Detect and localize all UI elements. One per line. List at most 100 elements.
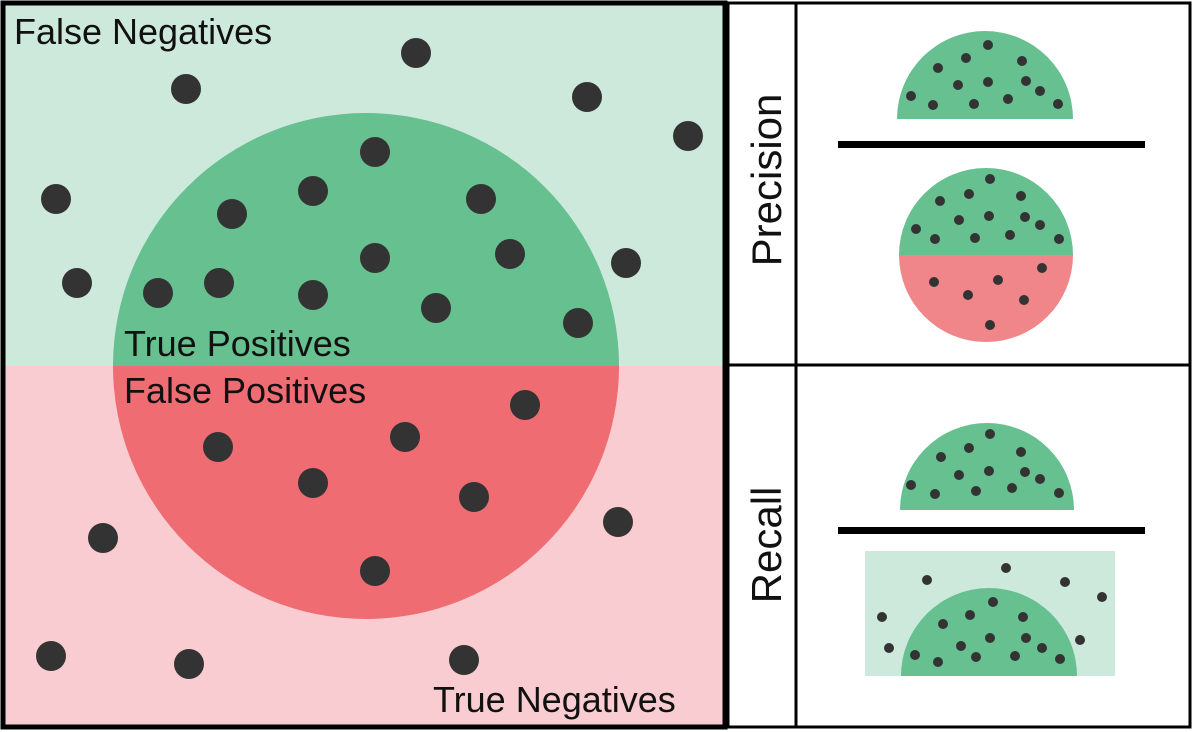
data-point-dot xyxy=(1055,654,1065,664)
data-point-dot xyxy=(1016,447,1026,457)
data-point-dot xyxy=(1001,563,1011,573)
data-point-dot xyxy=(611,248,641,278)
data-point-dot xyxy=(906,91,916,101)
main-dots xyxy=(36,38,703,679)
data-point-dot xyxy=(1010,651,1020,661)
data-point-dot xyxy=(953,80,963,90)
data-point-dot xyxy=(984,466,994,476)
false-positives-label: False Positives xyxy=(124,370,366,411)
data-point-dot xyxy=(985,429,995,439)
false-positive-half xyxy=(113,366,619,619)
false-negatives-label: False Negatives xyxy=(14,11,272,52)
data-point-dot xyxy=(929,277,939,287)
data-point-dot xyxy=(36,641,66,671)
precision-denominator-true-positives xyxy=(899,168,1073,255)
data-point-dot xyxy=(495,239,525,269)
precision-numerator-dots xyxy=(906,40,1063,110)
data-point-dot xyxy=(1021,76,1031,86)
precision-numerator-half-disc xyxy=(897,31,1073,119)
data-point-dot xyxy=(985,174,995,184)
true-positive-half xyxy=(113,113,619,366)
precision-denominator-false-positives xyxy=(899,255,1073,342)
data-point-dot xyxy=(970,233,980,243)
data-point-dot xyxy=(1075,635,1085,645)
data-point-dot xyxy=(933,657,943,667)
main-panel: False Negatives True Positives False Pos… xyxy=(3,3,725,727)
data-point-dot xyxy=(1037,643,1047,653)
data-point-dot xyxy=(1060,577,1070,587)
data-point-dot xyxy=(572,82,602,112)
precision-denominator-dots xyxy=(911,174,1064,330)
data-point-dot xyxy=(938,619,948,629)
data-point-dot xyxy=(884,643,894,653)
data-point-dot xyxy=(466,184,496,214)
data-point-dot xyxy=(360,137,390,167)
data-point-dot xyxy=(1007,483,1017,493)
recall-denominator-dots xyxy=(877,563,1107,667)
data-point-dot xyxy=(1005,230,1015,240)
data-point-dot xyxy=(421,293,451,323)
data-point-dot xyxy=(88,523,118,553)
data-point-dot xyxy=(935,196,945,206)
data-point-dot xyxy=(401,38,431,68)
data-point-dot xyxy=(1019,295,1029,305)
data-point-dot xyxy=(390,422,420,452)
precision-label: Precision xyxy=(743,94,790,267)
data-point-dot xyxy=(1097,592,1107,602)
data-point-dot xyxy=(911,224,921,234)
data-point-dot xyxy=(936,452,946,462)
data-point-dot xyxy=(1037,263,1047,273)
data-point-dot xyxy=(217,199,247,229)
data-point-dot xyxy=(969,99,979,109)
data-point-dot xyxy=(964,189,974,199)
data-point-dot xyxy=(983,77,993,87)
data-point-dot xyxy=(1053,99,1063,109)
data-point-dot xyxy=(910,650,920,660)
data-point-dot xyxy=(1054,488,1064,498)
data-point-dot xyxy=(62,268,92,298)
data-point-dot xyxy=(988,597,998,607)
data-point-dot xyxy=(1018,612,1028,622)
data-point-dot xyxy=(1054,234,1064,244)
data-point-dot xyxy=(41,184,71,214)
data-point-dot xyxy=(965,610,975,620)
data-point-dot xyxy=(985,320,995,330)
data-point-dot xyxy=(143,278,173,308)
data-point-dot xyxy=(298,176,328,206)
data-point-dot xyxy=(1017,56,1027,66)
recall-denominator-true-positives xyxy=(901,588,1077,676)
main-panel-border xyxy=(0,0,728,730)
data-point-dot xyxy=(673,121,703,151)
data-point-dot xyxy=(360,243,390,273)
data-point-dot xyxy=(956,641,966,651)
data-point-dot xyxy=(1020,212,1030,222)
data-point-dot xyxy=(954,470,964,480)
data-point-dot xyxy=(984,211,994,221)
data-point-dot xyxy=(1016,191,1026,201)
data-point-dot xyxy=(563,308,593,338)
data-point-dot xyxy=(204,268,234,298)
data-point-dot xyxy=(930,489,940,499)
data-point-dot xyxy=(933,63,943,73)
data-point-dot xyxy=(928,100,938,110)
precision-panel: Precision xyxy=(743,31,1145,342)
data-point-dot xyxy=(510,390,540,420)
recall-label: Recall xyxy=(743,487,790,604)
recall-panel: Recall xyxy=(743,423,1145,676)
data-point-dot xyxy=(203,432,233,462)
data-point-dot xyxy=(1021,633,1031,643)
data-point-dot xyxy=(603,507,633,537)
data-point-dot xyxy=(964,443,974,453)
true-negatives-label: True Negatives xyxy=(433,679,676,720)
data-point-dot xyxy=(993,275,1003,285)
recall-fraction-bar xyxy=(838,527,1145,534)
data-point-dot xyxy=(1020,467,1030,477)
data-point-dot xyxy=(877,612,887,622)
precision-fraction-bar xyxy=(838,141,1145,148)
data-point-dot xyxy=(961,53,971,63)
data-point-dot xyxy=(922,575,932,585)
data-point-dot xyxy=(954,215,964,225)
data-point-dot xyxy=(906,480,916,490)
data-point-dot xyxy=(459,482,489,512)
